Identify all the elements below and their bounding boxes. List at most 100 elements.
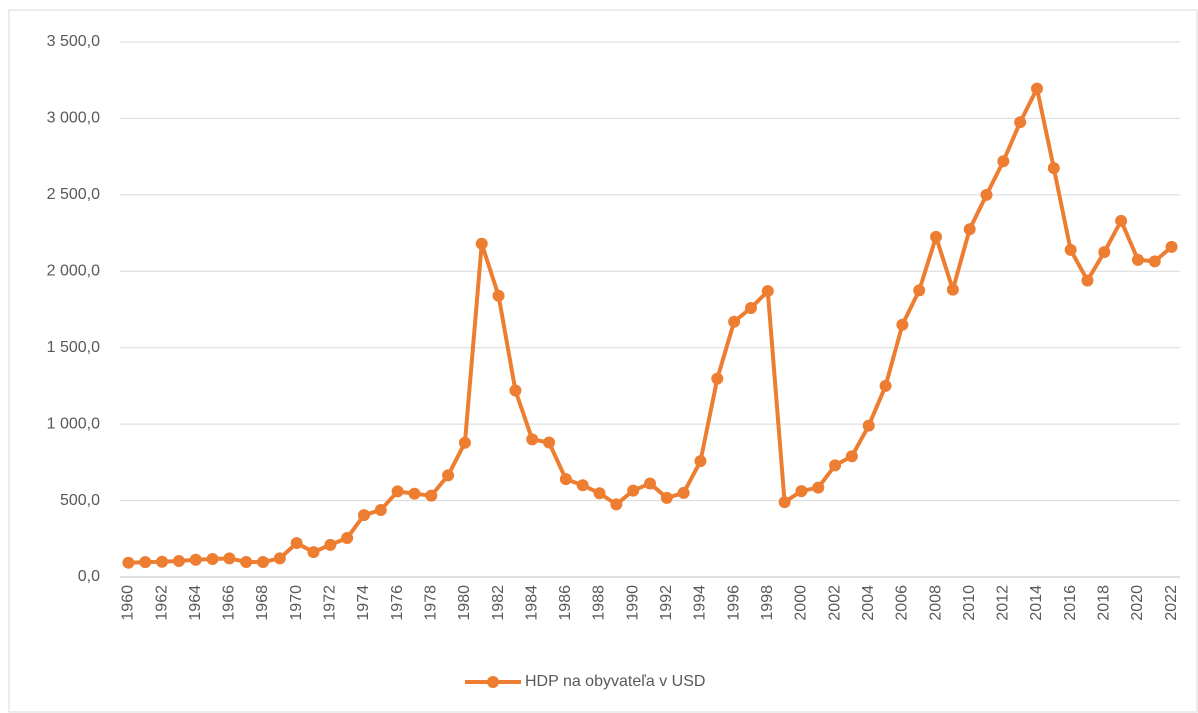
- data-point: [896, 318, 909, 331]
- x-tick-label: 2004: [860, 585, 877, 621]
- data-point: [341, 532, 354, 545]
- data-point: [593, 487, 606, 500]
- x-tick-label: 2008: [927, 585, 944, 621]
- data-point: [442, 469, 455, 482]
- x-tick-label: 1976: [389, 585, 406, 621]
- data-point: [963, 223, 976, 236]
- data-point: [1165, 240, 1178, 253]
- data-point: [946, 283, 959, 296]
- data-point: [761, 285, 774, 298]
- data-point: [240, 556, 253, 569]
- data-point: [475, 237, 488, 250]
- data-point: [812, 481, 825, 494]
- x-tick-label: 2022: [1163, 585, 1180, 621]
- data-point: [1081, 274, 1094, 287]
- data-point: [189, 553, 202, 566]
- data-point: [206, 552, 219, 565]
- data-point: [660, 491, 673, 504]
- data-point: [913, 284, 926, 297]
- data-point: [391, 485, 404, 498]
- data-point: [425, 489, 438, 502]
- x-tick-label: 1962: [153, 585, 170, 621]
- data-point: [694, 455, 707, 468]
- data-point: [408, 487, 421, 500]
- data-point: [795, 485, 808, 498]
- data-point: [307, 546, 320, 559]
- x-tick-label: 2000: [793, 585, 810, 621]
- data-point: [879, 379, 892, 392]
- x-tick-label: 1970: [288, 585, 305, 621]
- x-tick-label: 1972: [322, 585, 339, 621]
- x-tick-label: 1980: [456, 585, 473, 621]
- x-tick-label: 1974: [355, 585, 372, 621]
- data-point: [1064, 243, 1077, 256]
- x-tick-label: 2002: [826, 585, 843, 621]
- data-point: [677, 486, 690, 499]
- data-point: [711, 372, 724, 385]
- data-point: [1030, 82, 1043, 95]
- data-point: [543, 436, 556, 449]
- x-tick-label: 1996: [725, 585, 742, 621]
- chart-border: [8, 9, 1198, 713]
- data-point: [845, 450, 858, 463]
- x-tick-label: 1966: [221, 585, 238, 621]
- y-tick-label: 1 500,0: [47, 339, 100, 356]
- x-tick-label: 1982: [490, 585, 507, 621]
- data-point: [1098, 246, 1111, 259]
- x-tick-label: 1964: [187, 585, 204, 621]
- x-tick-label: 2010: [961, 585, 978, 621]
- data-point: [526, 433, 539, 446]
- data-point: [509, 384, 522, 397]
- data-point: [492, 289, 505, 302]
- x-tick-label: 1984: [523, 585, 540, 621]
- x-tick-label: 1960: [120, 585, 137, 621]
- x-tick-label: 2018: [1096, 585, 1113, 621]
- x-tick-label: 1978: [422, 585, 439, 621]
- x-tick-label: 1998: [759, 585, 776, 621]
- data-point: [223, 552, 236, 565]
- data-point: [997, 155, 1010, 168]
- data-point: [627, 484, 640, 497]
- data-point: [1014, 116, 1027, 129]
- data-point: [559, 473, 572, 486]
- x-tick-label: 2020: [1129, 585, 1146, 621]
- data-point: [644, 477, 656, 490]
- y-tick-label: 3 000,0: [47, 110, 100, 127]
- data-point: [829, 459, 842, 472]
- data-point: [744, 301, 757, 314]
- y-tick-label: 2 000,0: [47, 263, 100, 280]
- data-point: [324, 538, 337, 551]
- data-point: [122, 556, 135, 569]
- data-point: [862, 419, 875, 432]
- data-point: [273, 552, 286, 565]
- data-point: [610, 498, 623, 511]
- data-point: [172, 554, 185, 567]
- data-point: [290, 537, 303, 550]
- x-tick-label: 2006: [894, 585, 911, 621]
- legend-marker: [487, 676, 499, 688]
- x-tick-label: 2014: [1028, 585, 1045, 621]
- y-tick-label: 3 500,0: [47, 33, 100, 50]
- data-point: [1047, 162, 1060, 175]
- data-point: [374, 504, 387, 517]
- data-point: [257, 556, 270, 569]
- data-point: [458, 436, 471, 449]
- data-point: [1115, 214, 1128, 227]
- legend-label: HDP na obyvateľa v USD: [525, 673, 705, 690]
- x-tick-label: 1994: [692, 585, 709, 621]
- x-tick-label: 2016: [1062, 585, 1079, 621]
- x-tick-label: 1968: [254, 585, 271, 621]
- x-tick-label: 1986: [557, 585, 574, 621]
- data-point: [980, 188, 993, 201]
- data-point: [930, 230, 943, 243]
- data-point: [728, 315, 741, 328]
- x-tick-label: 1988: [591, 585, 608, 621]
- data-point: [357, 509, 370, 522]
- x-tick-label: 1990: [624, 585, 641, 621]
- data-point: [576, 479, 589, 492]
- data-point: [1131, 253, 1144, 266]
- x-tick-label: 1992: [658, 585, 675, 621]
- data-point: [156, 555, 169, 568]
- y-tick-label: 0,0: [78, 568, 100, 585]
